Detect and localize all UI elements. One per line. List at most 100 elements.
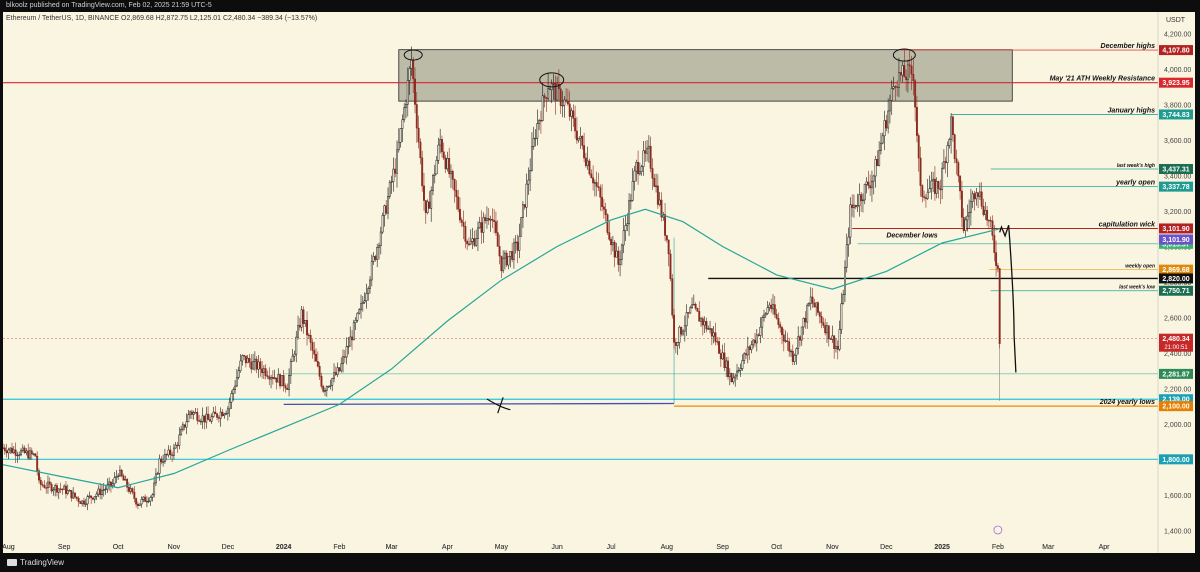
candle-body bbox=[468, 243, 470, 245]
candle-body bbox=[48, 481, 51, 485]
candle-body bbox=[291, 355, 294, 362]
candle-body bbox=[194, 412, 197, 414]
y-tick-label: 3,400.00 bbox=[1164, 174, 1191, 181]
candle-body bbox=[601, 196, 604, 208]
candle-body bbox=[944, 161, 947, 164]
candle-body bbox=[65, 485, 67, 494]
candle-body bbox=[241, 355, 244, 362]
left-edge bbox=[0, 0, 3, 572]
candle-body bbox=[739, 368, 742, 371]
x-tick-label: Jul bbox=[607, 544, 616, 551]
candle-body bbox=[354, 319, 357, 324]
candle-body bbox=[140, 499, 143, 505]
candle-body bbox=[20, 450, 22, 456]
candle-body bbox=[172, 447, 175, 456]
candle-body bbox=[552, 83, 555, 85]
candle-body bbox=[640, 166, 643, 172]
candle-body bbox=[70, 490, 73, 499]
candle-body bbox=[534, 137, 537, 140]
candle-body bbox=[370, 260, 373, 281]
candle-body bbox=[442, 151, 445, 159]
candle-body bbox=[415, 104, 418, 129]
candle-body bbox=[860, 194, 863, 202]
candle-body bbox=[716, 341, 719, 343]
level-label: January highs bbox=[1108, 107, 1156, 114]
candle-body bbox=[888, 100, 891, 112]
publisher-line: blkoolz published on TradingView.com, Fe… bbox=[6, 2, 212, 9]
top-bar bbox=[0, 0, 1200, 12]
candle-body bbox=[333, 372, 335, 379]
candle-body bbox=[575, 130, 578, 141]
x-tick-label: Oct bbox=[113, 544, 124, 551]
candle-body bbox=[624, 225, 627, 231]
candle-body bbox=[244, 355, 247, 364]
candle-body bbox=[225, 413, 228, 415]
candle-body bbox=[566, 101, 569, 105]
candle-body bbox=[117, 475, 120, 477]
candle-body bbox=[417, 127, 420, 143]
candle-body bbox=[872, 175, 875, 182]
candle-body bbox=[685, 312, 688, 327]
candle-body bbox=[863, 184, 866, 201]
candle-body bbox=[941, 167, 944, 191]
candle-body bbox=[277, 374, 280, 383]
candle-body bbox=[27, 450, 30, 459]
candle-body bbox=[928, 188, 931, 193]
price-badge bbox=[1159, 264, 1193, 275]
candle-body bbox=[628, 200, 631, 224]
candle-body bbox=[361, 301, 364, 304]
candle-body bbox=[687, 312, 690, 314]
candle-body bbox=[59, 488, 62, 490]
candle-body bbox=[97, 488, 100, 495]
x-tick-label: Oct bbox=[113, 544, 124, 551]
candle-body bbox=[90, 495, 93, 499]
candle-body bbox=[84, 503, 87, 505]
candle-body bbox=[845, 244, 848, 268]
candle-body bbox=[61, 488, 64, 491]
candle-body bbox=[692, 303, 695, 306]
candle-body bbox=[518, 235, 521, 251]
candle-body bbox=[235, 377, 238, 387]
candle-body bbox=[369, 279, 371, 289]
candle-body bbox=[701, 318, 704, 326]
candle-body bbox=[424, 200, 427, 213]
candle-body bbox=[464, 226, 467, 242]
event-icon[interactable] bbox=[993, 525, 1003, 535]
candle-body bbox=[896, 86, 899, 88]
level-label: May '21 ATH Weekly Resistance bbox=[1050, 76, 1156, 83]
candle-body bbox=[3, 447, 6, 452]
candle-body bbox=[523, 204, 526, 208]
candle-body bbox=[311, 342, 314, 351]
candle-body bbox=[387, 196, 389, 214]
candle-body bbox=[610, 239, 613, 246]
candle-body bbox=[838, 329, 841, 350]
candle-body bbox=[234, 385, 237, 390]
low-trendline bbox=[283, 402, 675, 406]
candle-body bbox=[111, 483, 114, 486]
candle-body bbox=[185, 421, 188, 428]
tradingview-logo-icon bbox=[7, 559, 17, 566]
candle-body bbox=[984, 210, 987, 215]
candle-body bbox=[996, 265, 999, 269]
x-tick-label: 2025 bbox=[934, 544, 950, 551]
candle-body bbox=[131, 488, 134, 493]
candle-body bbox=[324, 390, 326, 392]
candle-body bbox=[228, 401, 231, 410]
candle-body bbox=[451, 171, 454, 180]
candle-body bbox=[897, 72, 900, 88]
candle-body bbox=[912, 73, 915, 81]
candle-body bbox=[351, 336, 353, 341]
candle-body bbox=[284, 385, 287, 389]
candle-body bbox=[583, 145, 586, 159]
candle-body bbox=[115, 476, 118, 479]
candle-body bbox=[822, 322, 825, 326]
candle-body bbox=[770, 304, 773, 310]
candle-body bbox=[503, 252, 506, 259]
candle-body bbox=[453, 179, 456, 191]
candle-body bbox=[599, 187, 602, 198]
candle-body bbox=[95, 493, 98, 497]
y-tick-label: 2,200.00 bbox=[1164, 386, 1191, 393]
candle-body bbox=[50, 484, 53, 492]
candle-body bbox=[289, 361, 292, 376]
